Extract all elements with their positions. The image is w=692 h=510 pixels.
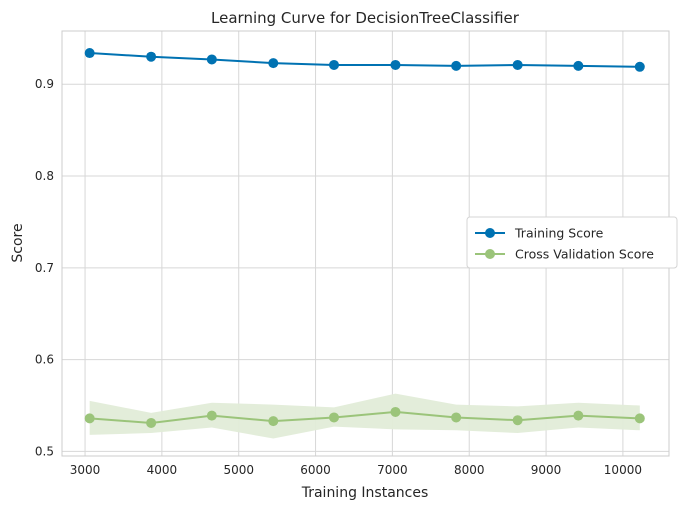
x-tick-label: 4000 [147, 463, 178, 477]
data-point [634, 61, 645, 72]
data-point [206, 410, 217, 421]
data-point [146, 51, 157, 62]
y-tick-label: 0.5 [35, 444, 54, 458]
cv-score-band-area [89, 393, 640, 439]
data-point [268, 58, 279, 69]
y-tick-label: 0.9 [35, 77, 54, 91]
legend: Training Score Cross Validation Score [466, 216, 678, 269]
data-point [84, 413, 95, 424]
data-point [84, 48, 95, 59]
data-point [512, 415, 523, 426]
series-training-score [84, 48, 645, 72]
data-point [634, 413, 645, 424]
cv-score-band [89, 393, 640, 439]
y-tick-label: 0.8 [35, 169, 54, 183]
x-tick-label: 10000 [604, 463, 642, 477]
data-point [268, 416, 279, 427]
data-point [451, 412, 462, 423]
data-point [328, 412, 339, 423]
data-point [390, 406, 401, 417]
x-tick-labels: 3000 4000 5000 6000 7000 8000 9000 10000 [70, 463, 642, 477]
legend-label-training: Training Score [514, 226, 604, 241]
data-point [451, 60, 462, 71]
series-line [89, 52, 640, 68]
y-tick-label: 0.7 [35, 261, 54, 275]
chart-title: Learning Curve for DecisionTreeClassifie… [211, 9, 520, 27]
data-point [573, 60, 584, 71]
data-point [328, 59, 339, 70]
data-point [512, 59, 523, 70]
series [84, 48, 645, 428]
legend-label-cv: Cross Validation Score [515, 247, 654, 262]
series-line [89, 410, 640, 424]
x-tick-label: 7000 [377, 463, 408, 477]
x-tick-label: 6000 [300, 463, 331, 477]
data-point [573, 410, 584, 421]
legend-box [466, 216, 678, 269]
y-tick-label: 0.6 [35, 353, 54, 367]
x-tick-label: 3000 [70, 463, 101, 477]
x-axis-label: Training Instances [301, 485, 429, 501]
x-tick-label: 9000 [531, 463, 562, 477]
y-axis-label: Score [10, 223, 26, 262]
data-point [146, 417, 157, 428]
y-tick-labels: 0.5 0.6 0.7 0.8 0.9 [35, 77, 54, 458]
data-point [390, 59, 401, 70]
series-cv-score [84, 406, 645, 428]
legend-marker-cv [485, 249, 495, 259]
legend-marker-training [485, 228, 495, 238]
x-tick-label: 5000 [223, 463, 254, 477]
data-point [206, 54, 217, 65]
x-tick-label: 8000 [454, 463, 485, 477]
